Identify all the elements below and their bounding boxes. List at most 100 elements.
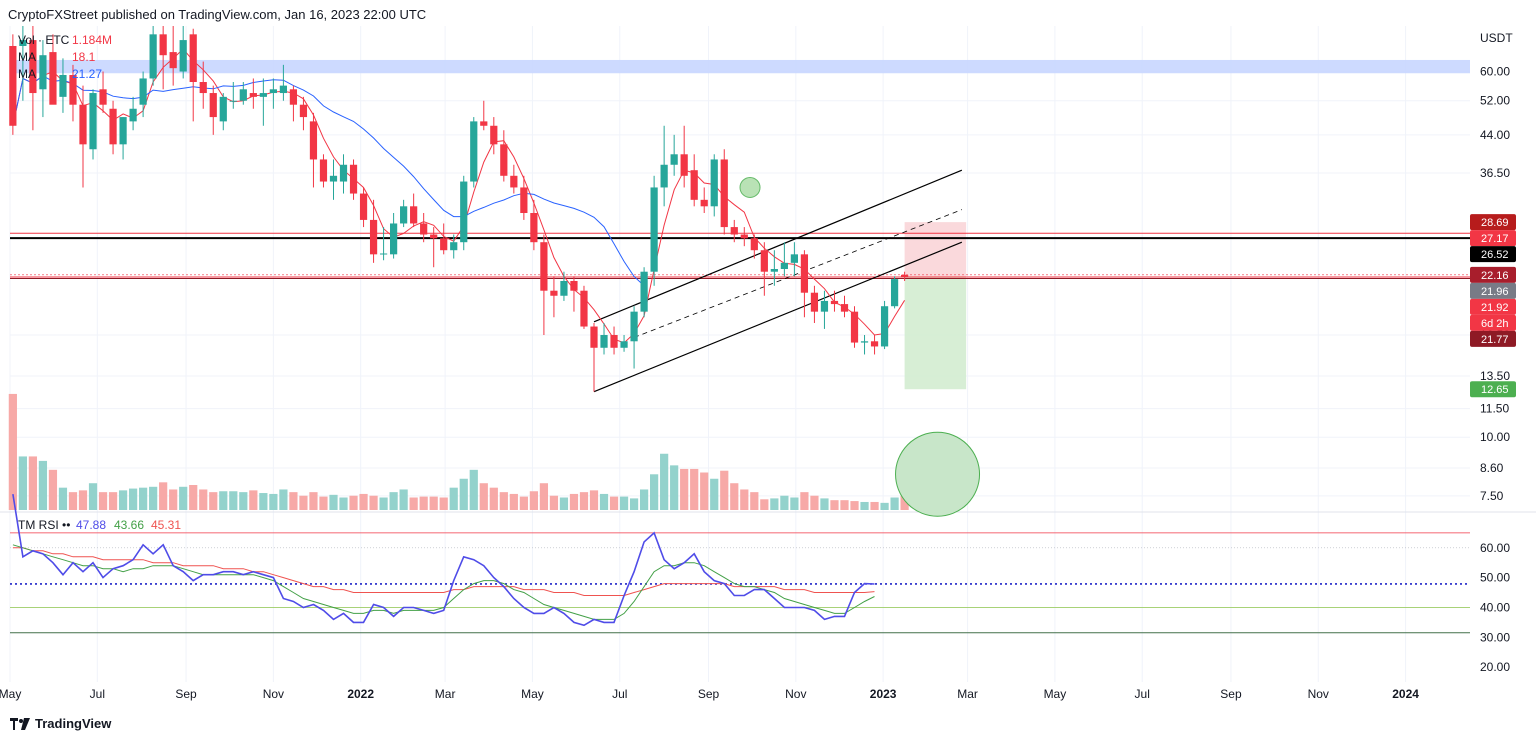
candle-body bbox=[770, 269, 778, 272]
candle bbox=[500, 130, 508, 182]
candle bbox=[870, 335, 879, 355]
price-tick-label: 44.00 bbox=[1480, 128, 1510, 142]
volume-bar bbox=[108, 492, 118, 510]
candle bbox=[29, 26, 37, 131]
candle-body bbox=[259, 93, 267, 97]
volume-bar bbox=[209, 492, 218, 510]
candle-body bbox=[430, 234, 438, 239]
volume-bar bbox=[790, 497, 799, 510]
rsi-legend-value1: 47.88 bbox=[76, 518, 106, 532]
price-tag-bg bbox=[1470, 266, 1516, 283]
candle bbox=[570, 276, 578, 312]
candle bbox=[39, 40, 47, 118]
volume-bar bbox=[660, 453, 669, 510]
price-tick-label: 10.00 bbox=[1480, 430, 1510, 444]
time-tick-label: 2023 bbox=[870, 687, 897, 701]
candle bbox=[560, 271, 568, 301]
time-tick-label: Nov bbox=[1308, 687, 1329, 701]
candle-body bbox=[239, 89, 247, 101]
candle bbox=[530, 199, 538, 251]
candle bbox=[89, 89, 97, 160]
price-tag-label: 21.96 bbox=[1481, 286, 1509, 298]
candle bbox=[770, 250, 778, 286]
candle bbox=[239, 82, 247, 105]
candle-body bbox=[850, 311, 859, 343]
price-tick-label: 8.60 bbox=[1480, 461, 1504, 475]
price-tag-label: 12.65 bbox=[1481, 384, 1509, 396]
candle-body bbox=[740, 234, 748, 239]
channel-lower bbox=[593, 241, 963, 393]
candle bbox=[450, 234, 458, 259]
volume-bar bbox=[680, 468, 689, 510]
volume-bar bbox=[58, 487, 68, 510]
volume-bar bbox=[599, 493, 609, 510]
candle bbox=[359, 187, 368, 228]
price-tag-bg bbox=[1470, 298, 1516, 315]
rsi-tick-label: 20.00 bbox=[1480, 660, 1510, 674]
candle-body bbox=[219, 96, 227, 122]
candle bbox=[740, 227, 748, 247]
volume-bar bbox=[449, 487, 458, 510]
volume-bar bbox=[750, 492, 759, 510]
candle bbox=[640, 267, 648, 318]
volume-bar bbox=[219, 491, 228, 510]
candle bbox=[700, 187, 708, 213]
candle-body bbox=[99, 89, 107, 105]
candle-body bbox=[870, 341, 879, 347]
candle bbox=[610, 326, 618, 355]
volume-bar bbox=[730, 483, 739, 510]
volume-bar bbox=[379, 497, 388, 510]
volume-bar bbox=[529, 491, 538, 510]
time-tick-label: Jul bbox=[612, 687, 627, 701]
volume-bar bbox=[319, 496, 328, 510]
axes: USDT60.0052.0044.0036.5016.5013.5011.501… bbox=[0, 31, 1513, 701]
volume-bar bbox=[88, 483, 98, 510]
volume-bar bbox=[760, 499, 769, 510]
small-target-circle bbox=[739, 176, 761, 198]
tradingview-logo[interactable]: TradingView bbox=[10, 716, 111, 731]
candle bbox=[860, 335, 869, 355]
tradingview-brand: TradingView bbox=[35, 716, 112, 731]
tradingview-logo-icon bbox=[10, 717, 30, 730]
rsi-tick-label: 50.00 bbox=[1480, 571, 1510, 585]
price-tick-label: 36.50 bbox=[1480, 166, 1510, 180]
rsi-tick-label: 40.00 bbox=[1480, 600, 1510, 614]
candle bbox=[349, 159, 358, 200]
candle-body bbox=[830, 300, 839, 305]
legend-ma1-label: MA bbox=[18, 50, 36, 64]
volume-bar bbox=[900, 495, 909, 510]
candle bbox=[460, 175, 468, 251]
time-tick-label: Nov bbox=[263, 687, 284, 701]
candle-body bbox=[520, 187, 528, 213]
volume-bars bbox=[8, 393, 909, 510]
candle bbox=[59, 58, 67, 113]
price-tag-bg bbox=[1470, 282, 1516, 299]
volume-bar bbox=[479, 483, 488, 510]
price-axis-currency: USDT bbox=[1480, 31, 1513, 45]
grid bbox=[0, 26, 1536, 682]
volume-bar bbox=[349, 495, 358, 510]
candle-body bbox=[440, 238, 448, 251]
candle-body bbox=[640, 271, 648, 312]
candle-body bbox=[901, 274, 909, 278]
drawings bbox=[10, 169, 1470, 517]
time-tick-label: Mar bbox=[957, 687, 978, 701]
candle bbox=[339, 154, 348, 194]
ma-slow-line bbox=[12, 75, 645, 287]
candle-body bbox=[620, 341, 628, 348]
price-tick-label: 13.50 bbox=[1480, 369, 1510, 383]
candle-body bbox=[109, 108, 117, 145]
time-tick-label: Sep bbox=[175, 687, 197, 701]
candle-body bbox=[29, 40, 37, 94]
candle bbox=[79, 85, 87, 188]
candle bbox=[850, 306, 859, 348]
candle-body bbox=[590, 326, 598, 348]
candle-body bbox=[550, 290, 558, 296]
candle-body bbox=[730, 227, 738, 235]
time-tick-label: Jul bbox=[1135, 687, 1150, 701]
large-target-circle bbox=[895, 431, 981, 517]
candle bbox=[540, 234, 548, 336]
candle bbox=[690, 154, 698, 207]
zones bbox=[10, 59, 1470, 390]
